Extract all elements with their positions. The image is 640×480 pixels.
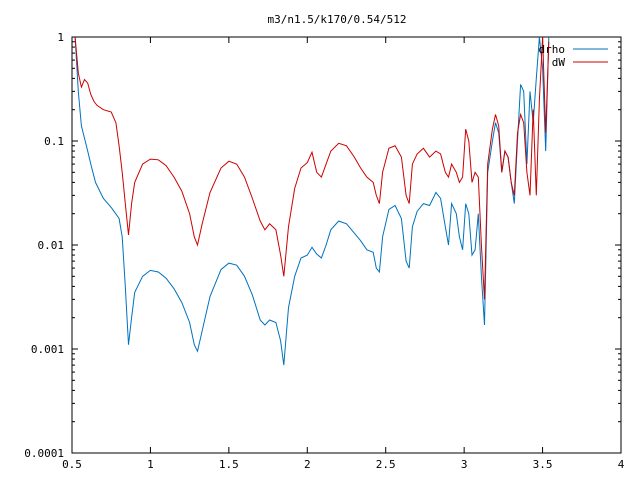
axis-ticks: 0.5 1 1.5 2 2.5 3 3.5 4 0.0001 0.001 0.01 0.1 1 <box>24 31 624 471</box>
x-tick-label: 4 <box>618 458 625 471</box>
series-line-dW <box>74 37 550 300</box>
x-tick-label: 0.5 <box>62 458 82 471</box>
x-tick-label: 2.5 <box>376 458 396 471</box>
y-tick-label: 0.0001 <box>24 447 64 460</box>
x-tick-label: 3.5 <box>533 458 553 471</box>
legend-label-drho: drho <box>539 43 566 56</box>
plot-frame <box>71 36 622 454</box>
y-tick-label: 0.1 <box>44 135 64 148</box>
legend-label-dW: dW <box>552 56 566 69</box>
y-tick-label: 1 <box>57 31 64 44</box>
x-tick-label: 1.5 <box>219 458 239 471</box>
x-tick-label: 3 <box>461 458 468 471</box>
chart-title: m3/n1.5/k170/0.54/512 <box>267 13 406 26</box>
series-lines <box>74 37 550 366</box>
x-tick-label: 2 <box>304 458 311 471</box>
x-tick-label: 1 <box>147 458 154 471</box>
y-tick-label: 0.01 <box>38 239 65 252</box>
series-line-drho <box>74 37 550 366</box>
y-tick-label: 0.001 <box>31 343 64 356</box>
